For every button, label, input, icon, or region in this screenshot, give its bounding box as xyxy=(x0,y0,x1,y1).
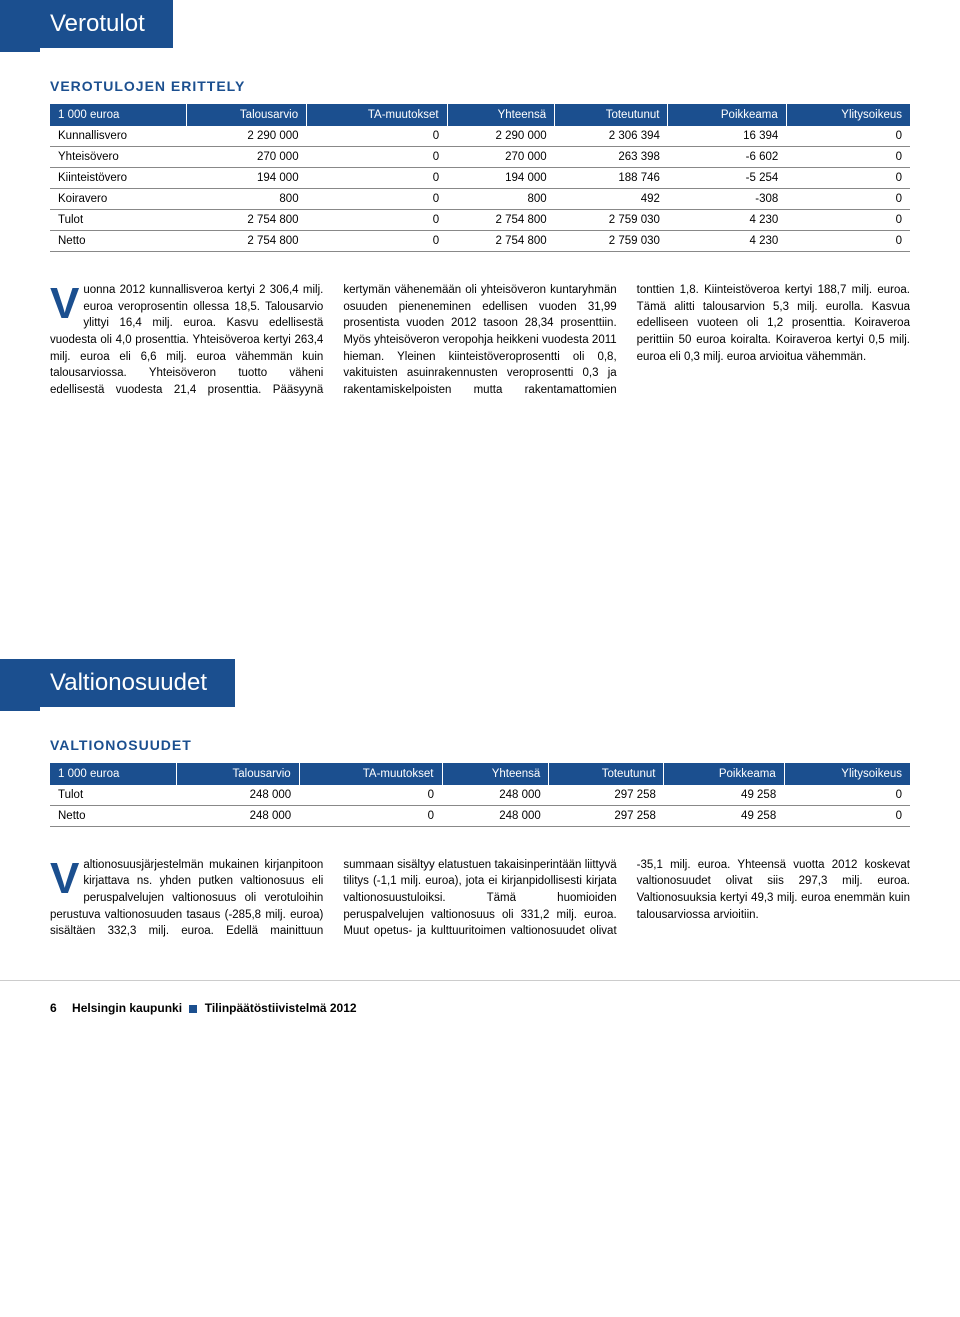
table-row: Yhteisövero270 0000270 000263 398-6 6020 xyxy=(50,147,910,168)
table-row: Netto248 0000248 000297 25849 2580 xyxy=(50,805,910,826)
table-header-cell: TA-muutokset xyxy=(299,763,442,785)
dropcap: V xyxy=(50,857,83,897)
table-header-cell: Talousarvio xyxy=(177,763,299,785)
table-cell: 270 000 xyxy=(186,147,306,168)
table-cell: Koiravero xyxy=(50,189,186,210)
table-cell: 800 xyxy=(186,189,306,210)
table-cell: 0 xyxy=(786,189,910,210)
table-cell: 270 000 xyxy=(447,147,555,168)
table-cell: 297 258 xyxy=(549,785,664,806)
table-header-cell: Ylitysoikeus xyxy=(784,763,910,785)
table-cell: 0 xyxy=(307,210,448,231)
table-header-cell: Toteutunut xyxy=(555,104,668,126)
table-cell: Kiinteistövero xyxy=(50,168,186,189)
dropcap: V xyxy=(50,282,83,322)
table-cell: 2 759 030 xyxy=(555,231,668,252)
section-header-valtionosuudet: Valtionosuudet xyxy=(0,659,960,707)
table-cell: 248 000 xyxy=(177,805,299,826)
body-paragraph: altionosuusjärjestelmän mukainen kirjanp… xyxy=(50,859,910,938)
table-header-cell: Ylitysoikeus xyxy=(786,104,910,126)
table-cell: 0 xyxy=(307,147,448,168)
table-cell: 0 xyxy=(307,231,448,252)
table-cell: 0 xyxy=(299,785,442,806)
table-header-cell: Talousarvio xyxy=(186,104,306,126)
table-cell: 0 xyxy=(786,126,910,147)
table-cell: 0 xyxy=(786,231,910,252)
table-row: Tulot248 0000248 000297 25849 2580 xyxy=(50,785,910,806)
section-header-verotulot: Verotulot xyxy=(0,0,960,48)
tab-accent xyxy=(0,0,40,52)
table-cell: 0 xyxy=(307,126,448,147)
square-icon xyxy=(189,1005,197,1013)
table-cell: 49 258 xyxy=(664,805,784,826)
table-cell: Tulot xyxy=(50,785,177,806)
table-cell: -308 xyxy=(668,189,786,210)
table-cell: -5 254 xyxy=(668,168,786,189)
body-paragraph: uonna 2012 kunnallisveroa kertyi 2 306,4… xyxy=(50,284,910,396)
table-cell: 800 xyxy=(447,189,555,210)
table-header-cell: Poikkeama xyxy=(664,763,784,785)
table-cell: 2 754 800 xyxy=(186,231,306,252)
table-cell: 0 xyxy=(786,210,910,231)
table-cell: 0 xyxy=(786,147,910,168)
table-cell: 0 xyxy=(784,785,910,806)
table-cell: 4 230 xyxy=(668,210,786,231)
table-header-cell: Poikkeama xyxy=(668,104,786,126)
table-row: Kunnallisvero2 290 00002 290 0002 306 39… xyxy=(50,126,910,147)
table-cell: 248 000 xyxy=(442,785,549,806)
table-cell: 0 xyxy=(307,189,448,210)
table-header-cell: TA-muutokset xyxy=(307,104,448,126)
table-cell: 2 754 800 xyxy=(186,210,306,231)
table-cell: 263 398 xyxy=(555,147,668,168)
table-cell: 2 306 394 xyxy=(555,126,668,147)
verotulot-body-text: Vuonna 2012 kunnallisveroa kertyi 2 306,… xyxy=(0,282,960,399)
table-header-cell: 1 000 euroa xyxy=(50,104,186,126)
table-header-cell: Yhteensä xyxy=(442,763,549,785)
footer-left: Helsingin kaupunki xyxy=(72,1001,182,1015)
valtionosuudet-table: 1 000 euroaTalousarvioTA-muutoksetYhteen… xyxy=(50,763,910,827)
table-row: Koiravero8000800492-3080 xyxy=(50,189,910,210)
page-footer: 6 Helsingin kaupunki Tilinpäätöstiiviste… xyxy=(0,980,960,1015)
table-cell: 248 000 xyxy=(177,785,299,806)
table-row: Kiinteistövero194 0000194 000188 746-5 2… xyxy=(50,168,910,189)
verotulot-table: 1 000 euroaTalousarvioTA-muutoksetYhteen… xyxy=(50,104,910,252)
section-subtitle: VEROTULOJEN ERITTELY xyxy=(0,78,960,94)
table-cell: 194 000 xyxy=(447,168,555,189)
table-cell: 2 754 800 xyxy=(447,210,555,231)
table-cell: 297 258 xyxy=(549,805,664,826)
section-subtitle: VALTIONOSUUDET xyxy=(0,737,960,753)
table-cell: 2 759 030 xyxy=(555,210,668,231)
table-cell: 492 xyxy=(555,189,668,210)
tab-accent xyxy=(0,659,40,711)
table-cell: Yhteisövero xyxy=(50,147,186,168)
table-cell: 0 xyxy=(299,805,442,826)
table-cell: Tulot xyxy=(50,210,186,231)
table-cell: 2 290 000 xyxy=(447,126,555,147)
table-cell: 248 000 xyxy=(442,805,549,826)
page-number: 6 xyxy=(50,1001,57,1015)
table-cell: -6 602 xyxy=(668,147,786,168)
table-row: Netto2 754 80002 754 8002 759 0304 2300 xyxy=(50,231,910,252)
table-cell: 4 230 xyxy=(668,231,786,252)
table-cell: 2 290 000 xyxy=(186,126,306,147)
table-cell: Netto xyxy=(50,805,177,826)
table-cell: 188 746 xyxy=(555,168,668,189)
table-cell: 194 000 xyxy=(186,168,306,189)
table-cell: 0 xyxy=(784,805,910,826)
table-cell: 2 754 800 xyxy=(447,231,555,252)
valtionosuudet-body-text: Valtionosuusjärjestelmän mukainen kirjan… xyxy=(0,857,960,940)
table-cell: Netto xyxy=(50,231,186,252)
table-header-cell: Yhteensä xyxy=(447,104,555,126)
footer-right: Tilinpäätöstiivistelmä 2012 xyxy=(205,1001,357,1015)
table-header-cell: 1 000 euroa xyxy=(50,763,177,785)
table-cell: 49 258 xyxy=(664,785,784,806)
table-cell: 0 xyxy=(786,168,910,189)
table-row: Tulot2 754 80002 754 8002 759 0304 2300 xyxy=(50,210,910,231)
table-cell: 16 394 xyxy=(668,126,786,147)
table-cell: 0 xyxy=(307,168,448,189)
table-header-cell: Toteutunut xyxy=(549,763,664,785)
table-cell: Kunnallisvero xyxy=(50,126,186,147)
